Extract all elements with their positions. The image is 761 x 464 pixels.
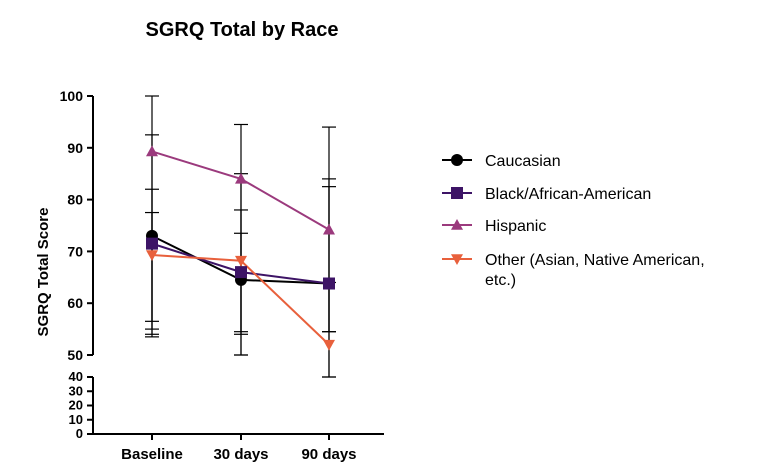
data-point bbox=[146, 237, 158, 250]
y-tick-label: 50 bbox=[67, 347, 83, 363]
x-tick-label: Baseline bbox=[121, 446, 183, 463]
data-point bbox=[146, 250, 158, 262]
data-point bbox=[323, 339, 335, 351]
y-tick-label: 70 bbox=[67, 243, 83, 259]
legend-marker bbox=[451, 154, 463, 166]
legend-label: Caucasian bbox=[485, 153, 561, 170]
legend: Caucasian Black/African-American Hispanic O… bbox=[442, 153, 705, 289]
data-point bbox=[235, 255, 247, 267]
legend-label: Black/African-American bbox=[485, 186, 651, 203]
y-tick-label: 80 bbox=[67, 192, 83, 208]
legend-marker bbox=[451, 219, 463, 230]
legend-item: Black/African-American bbox=[442, 186, 651, 203]
x-tick-label: 30 days bbox=[213, 446, 268, 463]
y-tick-label: 0 bbox=[76, 426, 83, 441]
y-tick-label: 60 bbox=[67, 295, 83, 311]
series-markers bbox=[146, 145, 335, 351]
legend-label: Hispanic bbox=[485, 218, 546, 235]
y-tick-label: 40 bbox=[69, 369, 83, 384]
data-point bbox=[146, 145, 158, 157]
y-tick-label: 20 bbox=[69, 398, 83, 413]
legend-marker bbox=[451, 187, 463, 199]
y-tick-label: 30 bbox=[69, 383, 83, 398]
data-point bbox=[323, 223, 335, 235]
data-point bbox=[323, 277, 335, 290]
y-tick-label: 100 bbox=[60, 88, 84, 104]
chart-title: SGRQ Total by Race bbox=[145, 19, 338, 41]
data-point bbox=[235, 172, 247, 184]
y-tick-label: 90 bbox=[67, 140, 83, 156]
y-tick-label: 10 bbox=[69, 412, 83, 427]
error-bars bbox=[145, 95, 336, 378]
legend-item: Other (Asian, Native American, etc.) bbox=[442, 252, 705, 289]
data-point bbox=[235, 266, 247, 279]
legend-item: Hispanic bbox=[442, 218, 546, 235]
x-tick-label: 90 days bbox=[301, 446, 356, 463]
legend-item: Caucasian bbox=[442, 153, 561, 170]
y-axis-label: SGRQ Total Score bbox=[35, 208, 52, 337]
legend-label: Other (Asian, Native American, etc.) bbox=[485, 252, 705, 289]
legend-marker bbox=[451, 254, 463, 265]
